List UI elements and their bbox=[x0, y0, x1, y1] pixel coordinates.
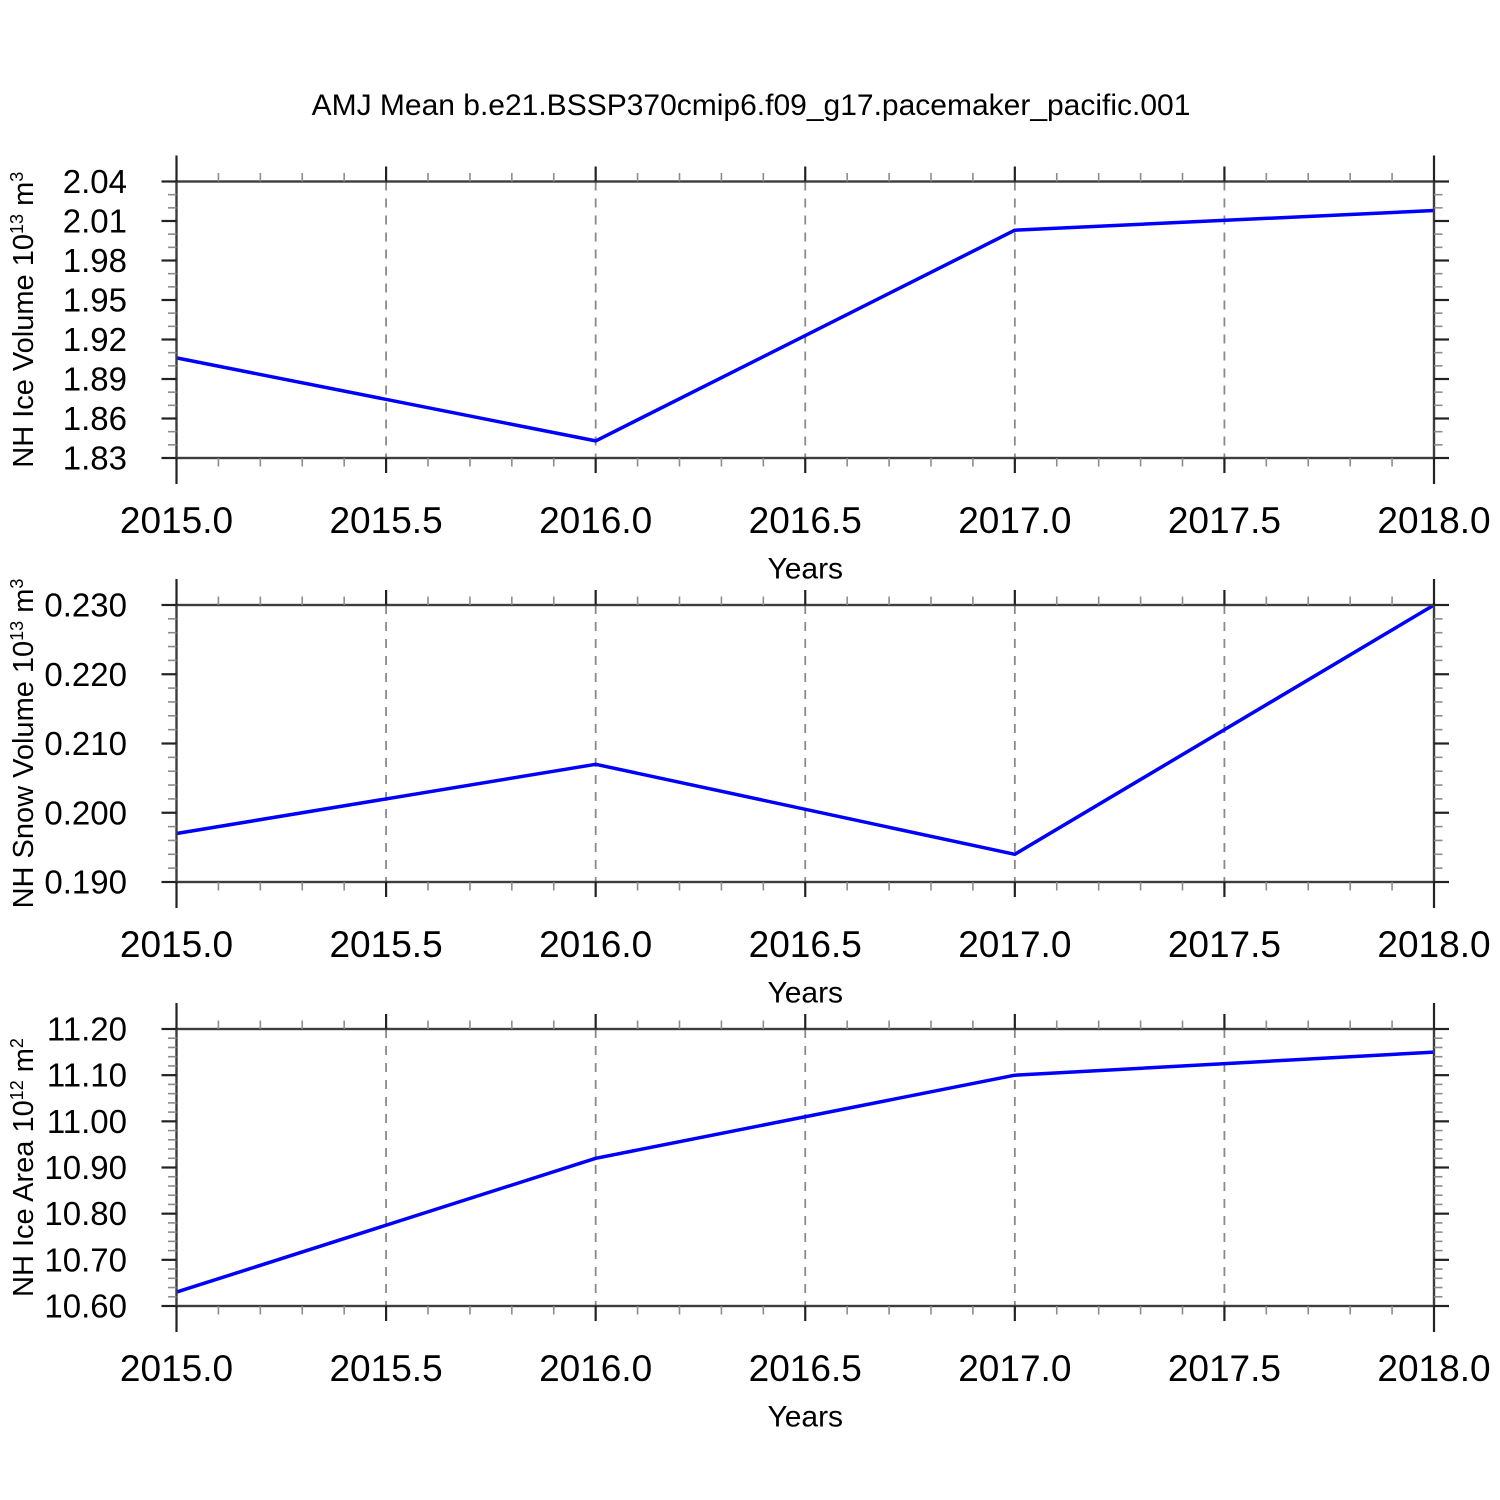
y-tick-label: 1.86 bbox=[63, 400, 127, 437]
x-tick-label: 2016.5 bbox=[749, 500, 862, 541]
data-line bbox=[176, 603, 1435, 857]
y-tick-label: 11.00 bbox=[47, 1103, 127, 1140]
y-tick-label: 0.210 bbox=[44, 725, 127, 762]
data-line bbox=[176, 208, 1435, 443]
x-tick-label: 2018.0 bbox=[1377, 500, 1490, 541]
x-tick-label: 2016.0 bbox=[539, 924, 652, 965]
y-axis-title-superscript: 13 bbox=[7, 214, 27, 234]
y-tick-label: 2.01 bbox=[63, 203, 127, 240]
y-axis-title-superscript: 12 bbox=[7, 1080, 27, 1100]
y-axis-title-superscript: 2 bbox=[7, 1038, 27, 1048]
y-axis-title-text: NH Ice Volume 10 bbox=[8, 234, 40, 468]
y-axis-title-text: m bbox=[8, 589, 40, 621]
y-tick-label: 1.89 bbox=[63, 361, 127, 398]
x-tick-label: 2015.5 bbox=[329, 500, 442, 541]
x-tick-label: 2015.0 bbox=[120, 1348, 233, 1389]
y-axis-title-superscript: 13 bbox=[7, 621, 27, 641]
x-tick-label: 2016.5 bbox=[749, 1348, 862, 1389]
y-tick-label: 10.70 bbox=[44, 1241, 127, 1278]
y-axis-title: NH Ice Area 1012 m2 bbox=[7, 1038, 40, 1297]
x-tick-label: 2015.5 bbox=[329, 1348, 442, 1389]
x-tick-label: 2017.0 bbox=[958, 924, 1071, 965]
y-tick-label: 0.200 bbox=[44, 794, 127, 831]
y-tick-label: 1.83 bbox=[63, 440, 127, 477]
y-axis-title-text: m bbox=[8, 182, 40, 214]
panel-nh-snow-volume: 2015.0 2015.5 2016.0 2016.5 2017.0 2017.5 2018… bbox=[7, 579, 1491, 1010]
x-axis-title: Years bbox=[767, 553, 843, 586]
x-axis-title: Years bbox=[767, 977, 843, 1010]
y-tick-label: 0.190 bbox=[44, 864, 127, 901]
x-tick-label: 2017.0 bbox=[958, 1348, 1071, 1389]
y-axis-title-text: NH Ice Area 10 bbox=[8, 1100, 40, 1297]
y-tick-label: 0.220 bbox=[44, 656, 127, 693]
y-axis-title-superscript: 3 bbox=[7, 579, 27, 589]
x-tick-label: 2017.0 bbox=[958, 500, 1071, 541]
y-tick-label: 11.10 bbox=[47, 1057, 127, 1094]
panel-nh-ice-volume: 2015.0 2015.5 2016.0 2016.5 2017.0 2017.5 2018… bbox=[7, 155, 1491, 586]
figure-title: AMJ Mean b.e21.BSSP370cmip6.f09_g17.pace… bbox=[311, 89, 1191, 122]
y-axis-title: NH Snow Volume 1013 m3 bbox=[7, 579, 40, 909]
x-tick-label: 2015.5 bbox=[329, 924, 442, 965]
y-tick-label: 11.20 bbox=[47, 1011, 127, 1048]
x-tick-label: 2016.0 bbox=[539, 500, 652, 541]
data-line bbox=[175, 1050, 1435, 1294]
y-axis-title-text: NH Snow Volume 10 bbox=[8, 641, 40, 909]
y-tick-label: 10.60 bbox=[44, 1288, 127, 1325]
x-tick-label: 2015.0 bbox=[120, 500, 233, 541]
y-axis-title: NH Ice Volume 1013 m3 bbox=[7, 172, 40, 468]
x-tick-label: 2015.0 bbox=[120, 924, 233, 965]
y-axis-title-superscript: 3 bbox=[7, 172, 27, 182]
y-tick-label: 0.230 bbox=[44, 587, 127, 624]
x-axis-title: Years bbox=[767, 1401, 843, 1434]
y-tick-label: 1.92 bbox=[63, 321, 127, 358]
x-tick-label: 2017.5 bbox=[1168, 1348, 1281, 1389]
x-tick-label: 2016.0 bbox=[539, 1348, 652, 1389]
x-tick-label: 2018.0 bbox=[1377, 924, 1490, 965]
y-tick-label: 1.95 bbox=[63, 282, 127, 319]
x-tick-label: 2017.5 bbox=[1168, 924, 1281, 965]
x-tick-label: 2018.0 bbox=[1377, 1348, 1490, 1389]
y-axis-title-text: m bbox=[8, 1048, 40, 1080]
y-tick-label: 10.90 bbox=[44, 1149, 127, 1186]
y-tick-label: 2.04 bbox=[63, 163, 127, 200]
y-tick-label: 1.98 bbox=[63, 242, 127, 279]
panel-nh-ice-area: 2015.0 2015.5 2016.0 2016.5 2017.0 2017.5 2018… bbox=[7, 1003, 1491, 1434]
x-tick-label: 2017.5 bbox=[1168, 500, 1281, 541]
y-tick-label: 10.80 bbox=[44, 1195, 127, 1232]
x-tick-label: 2016.5 bbox=[749, 924, 862, 965]
